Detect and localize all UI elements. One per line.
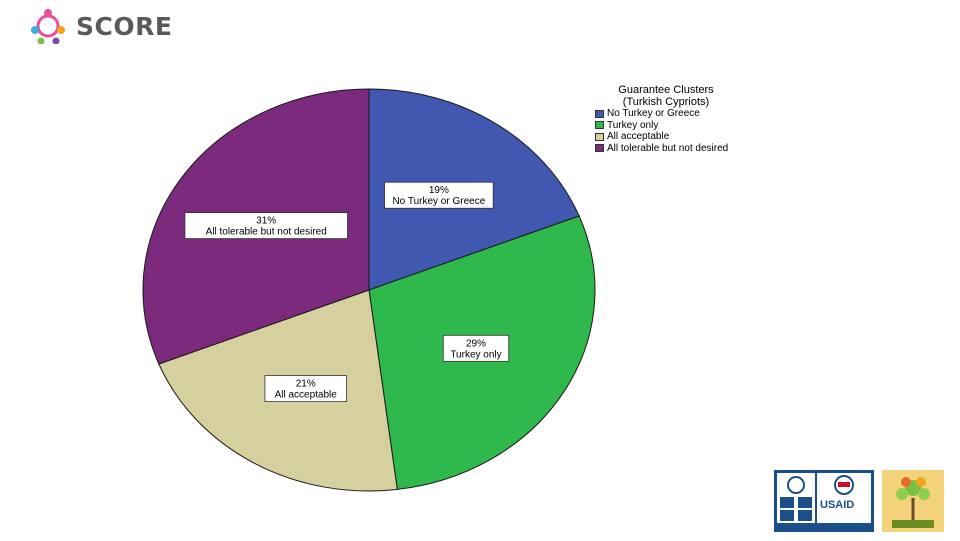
score-logo-text: SCORE — [76, 11, 173, 41]
legend-items: No Turkey or Greece Turkey only All accept… — [594, 108, 738, 154]
pie-label-percent: 31% — [256, 216, 276, 227]
pie-label-4: 31%All tolerable but not desired — [184, 212, 348, 240]
legend-item-3: All acceptable — [595, 131, 738, 143]
pie-label-box — [264, 375, 347, 403]
pie-label-percent: 19% — [429, 185, 449, 196]
seed-logo-icon — [882, 470, 944, 532]
legend-label: All acceptable — [607, 131, 670, 143]
undp-logo-icon — [777, 473, 815, 523]
usaid-text: USAID — [820, 499, 855, 511]
pie-label-category: All acceptable — [275, 390, 338, 401]
legend-label: All tolerable but not desired — [607, 142, 729, 154]
undp-usaid-logo: USAID — [774, 470, 874, 532]
legend-title: Guarantee Clusters (Turkish Cypriots) — [594, 84, 738, 108]
legend-title-line-1: Guarantee Clusters — [618, 84, 714, 96]
pie-label-box — [384, 181, 494, 209]
legend-swatch — [595, 109, 604, 118]
chart-legend: Guarantee Clusters (Turkish Cypriots) No… — [594, 84, 738, 154]
legend-title-line-2: (Turkish Cypriots) — [622, 96, 710, 108]
usaid-logo: USAID — [817, 473, 871, 523]
legend-item-4: All tolerable but not desired — [595, 143, 738, 155]
legend-swatch — [595, 132, 604, 141]
legend-item-2: Turkey only — [595, 120, 738, 132]
partner-logos: USAID — [774, 470, 944, 532]
pie-label-category: No Turkey or Greece — [392, 196, 485, 207]
pie-label-2: 29%Turkey only — [442, 334, 510, 362]
pie-label-3: 21%All acceptable — [264, 375, 347, 403]
legend-label: No Turkey or Greece — [607, 108, 700, 120]
pie-label-box — [442, 334, 510, 362]
legend-item-1: No Turkey or Greece — [595, 108, 738, 120]
pie-label-percent: 21% — [296, 379, 316, 390]
score-logo: SCORE — [26, 8, 172, 44]
usaid-seal-icon — [834, 475, 854, 495]
pie-label-1: 19%No Turkey or Greece — [384, 181, 494, 209]
pie-label-category: All tolerable but not desired — [206, 227, 327, 238]
pie-label-box — [184, 212, 348, 240]
legend-swatch — [595, 144, 604, 153]
pie-label-category: Turkey only — [450, 349, 501, 360]
score-people-icon — [31, 9, 65, 44]
legend-swatch — [595, 121, 604, 130]
legend-label: Turkey only — [607, 119, 659, 131]
pie-label-percent: 29% — [466, 338, 486, 349]
